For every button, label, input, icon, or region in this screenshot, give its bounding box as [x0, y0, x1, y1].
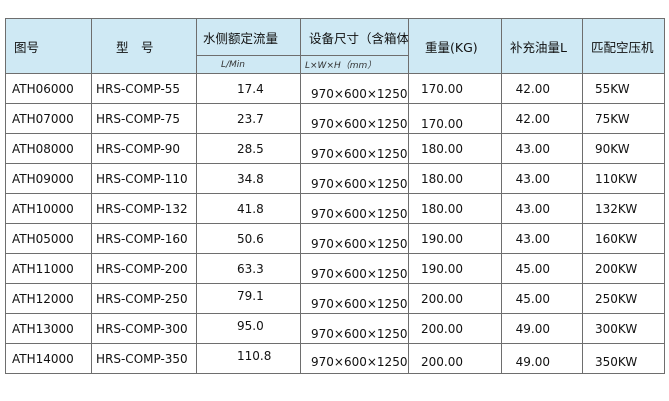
cell-size: 970×600×1250 — [300, 283, 409, 314]
cell-code: ATH10000 — [5, 193, 92, 224]
cell-power: 160KW — [582, 223, 665, 254]
cell-code: ATH07000 — [5, 103, 92, 134]
cell-code: ATH12000 — [5, 283, 92, 314]
cell-oil: 45.00 — [501, 253, 583, 284]
cell-model: HRS-COMP-350 — [91, 343, 197, 374]
cell-size: 970×600×1250 — [300, 223, 409, 254]
cell-power: 350KW — [582, 343, 665, 374]
table-row: ATH05000 HRS-COMP-160 50.6 970×600×1250 190.… — [5, 223, 665, 254]
cell-model: HRS-COMP-110 — [91, 163, 197, 194]
table-row: ATH11000 HRS-COMP-200 63.3 970×600×1250 190.… — [5, 253, 665, 284]
cell-flow: 17.4 — [196, 73, 301, 104]
cell-flow: 110.8 — [196, 343, 301, 374]
table-row: ATH09000 HRS-COMP-110 34.8 970×600×1250 180.… — [5, 163, 665, 194]
cell-model: HRS-COMP-90 — [91, 133, 197, 164]
cell-oil: 43.00 — [501, 163, 583, 194]
cell-size: 970×600×1250 — [300, 103, 409, 134]
cell-weight: 190.00 — [408, 253, 502, 284]
cell-size: 970×600×1250 — [300, 313, 409, 344]
table-row: ATH14000 HRS-COMP-350 110.8 970×600×1250 200… — [5, 343, 665, 374]
cell-power: 55KW — [582, 73, 665, 104]
cell-oil: 43.00 — [501, 133, 583, 164]
unit-row: L/Min L×W×H（mm） — [6, 55, 665, 74]
cell-model: HRS-COMP-200 — [91, 253, 197, 284]
cell-power: 300KW — [582, 313, 665, 344]
unit-size: L×W×H（mm） — [300, 55, 409, 74]
cell-weight: 180.00 — [408, 133, 502, 164]
cell-oil: 43.00 — [501, 223, 583, 254]
table-row: ATH07000 HRS-COMP-75 23.7 970×600×1250 170.0… — [5, 103, 665, 134]
cell-power: 200KW — [582, 253, 665, 284]
cell-power: 75KW — [582, 103, 665, 134]
header-weight: 重量(KG) — [408, 18, 502, 74]
cell-model: HRS-COMP-55 — [91, 73, 197, 104]
cell-weight: 170.00 — [408, 73, 502, 104]
cell-weight: 180.00 — [408, 163, 502, 194]
cell-model: HRS-COMP-132 — [91, 193, 197, 224]
cell-oil: 43.00 — [501, 193, 583, 224]
cell-code: ATH08000 — [5, 133, 92, 164]
cell-size: 970×600×1250 — [300, 343, 409, 374]
header-power: 匹配空压机 — [582, 18, 665, 74]
cell-code: ATH05000 — [5, 223, 92, 254]
cell-flow: 50.6 — [196, 223, 301, 254]
cell-model: HRS-COMP-160 — [91, 223, 197, 254]
cell-flow: 28.5 — [196, 133, 301, 164]
cell-size: 970×600×1250 — [300, 73, 409, 104]
cell-code: ATH14000 — [5, 343, 92, 374]
cell-code: ATH13000 — [5, 313, 92, 344]
cell-oil: 42.00 — [501, 103, 583, 134]
table-row: ATH12000 HRS-COMP-250 79.1 970×600×1250 200.… — [5, 283, 665, 314]
header-size: 设备尺寸（含箱体） — [300, 18, 409, 56]
cell-flow: 23.7 — [196, 103, 301, 134]
cell-code: ATH11000 — [5, 253, 92, 284]
cell-size: 970×600×1250 — [300, 163, 409, 194]
cell-size: 970×600×1250 — [300, 133, 409, 164]
cell-flow: 79.1 — [196, 283, 301, 314]
cell-model: HRS-COMP-75 — [91, 103, 197, 134]
table-row: ATH13000 HRS-COMP-300 95.0 970×600×1250 200.… — [5, 313, 665, 344]
table-row: ATH10000 HRS-COMP-132 41.8 970×600×1250 180.… — [5, 193, 665, 224]
table-row: ATH06000 HRS-COMP-55 17.4 970×600×1250 170.0… — [5, 73, 665, 104]
table-row: ATH08000 HRS-COMP-90 28.5 970×600×1250 180.0… — [5, 133, 665, 164]
spec-table: 图号 型 号 水侧额定流量 设备尺寸（含箱体） 重量(KG) 补充油量L 匹配空… — [5, 18, 665, 374]
header-model: 型 号 — [91, 18, 197, 74]
cell-size: 970×600×1250 — [300, 193, 409, 224]
cell-code: ATH06000 — [5, 73, 92, 104]
cell-weight: 190.00 — [408, 223, 502, 254]
header-row: 图号 型 号 水侧额定流量 设备尺寸（含箱体） 重量(KG) 补充油量L 匹配空… — [5, 18, 665, 74]
cell-weight: 200.00 — [408, 283, 502, 314]
unit-flow: L/Min — [196, 55, 301, 74]
cell-weight: 170.00 — [408, 103, 502, 134]
cell-weight: 180.00 — [408, 193, 502, 224]
cell-power: 90KW — [582, 133, 665, 164]
cell-flow: 34.8 — [196, 163, 301, 194]
cell-flow: 63.3 — [196, 253, 301, 284]
cell-code: ATH09000 — [5, 163, 92, 194]
cell-weight: 200.00 — [408, 343, 502, 374]
cell-oil: 49.00 — [501, 343, 583, 374]
cell-power: 132KW — [582, 193, 665, 224]
header-code: 图号 — [5, 18, 92, 74]
cell-size: 970×600×1250 — [300, 253, 409, 284]
cell-oil: 49.00 — [501, 313, 583, 344]
cell-oil: 42.00 — [501, 73, 583, 104]
cell-power: 110KW — [582, 163, 665, 194]
cell-flow: 41.8 — [196, 193, 301, 224]
header-flow: 水侧额定流量 — [196, 18, 301, 56]
cell-power: 250KW — [582, 283, 665, 314]
cell-weight: 200.00 — [408, 313, 502, 344]
header-oil: 补充油量L — [501, 18, 583, 74]
cell-model: HRS-COMP-250 — [91, 283, 197, 314]
cell-model: HRS-COMP-300 — [91, 313, 197, 344]
cell-flow: 95.0 — [196, 313, 301, 344]
cell-oil: 45.00 — [501, 283, 583, 314]
